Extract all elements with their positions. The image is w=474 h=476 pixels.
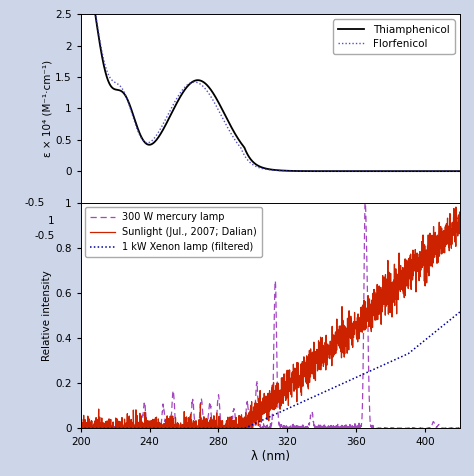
1 kW Xenon lamp (filtered) (414, 344, 419, 350)
Sunlight (Jul., 2007; Dalian) (345, 343, 351, 349)
Sunlight (Jul., 2007; Dalian) (317, 363, 323, 369)
Text: 1: 1 (48, 216, 55, 227)
Legend: Thiamphenicol, Florfenicol: Thiamphenicol, Florfenicol (333, 20, 455, 54)
Sunlight (Jul., 2007; Dalian) (166, 426, 172, 431)
Line: Florfenicol: Florfenicol (81, 0, 460, 171)
1 kW Xenon lamp (filtered) (78, 426, 83, 431)
1 kW Xenon lamp (filtered) (456, 310, 462, 316)
Florfenicol (165, 111, 171, 117)
Thiamphenicol (432, 169, 438, 174)
Florfenicol (414, 169, 419, 174)
Thiamphenicol (456, 169, 462, 174)
300 W mercury lamp (432, 423, 438, 429)
300 W mercury lamp (414, 425, 419, 431)
Thiamphenicol (457, 169, 463, 174)
Thiamphenicol (317, 169, 322, 174)
300 W mercury lamp (165, 424, 171, 430)
Line: 300 W mercury lamp: 300 W mercury lamp (81, 202, 460, 428)
Sunlight (Jul., 2007; Dalian) (456, 227, 462, 233)
Sunlight (Jul., 2007; Dalian) (457, 210, 463, 216)
1 kW Xenon lamp (filtered) (345, 378, 350, 384)
300 W mercury lamp (345, 424, 350, 430)
Sunlight (Jul., 2007; Dalian) (78, 426, 83, 431)
Thiamphenicol (414, 169, 419, 174)
Sunlight (Jul., 2007; Dalian) (453, 204, 459, 210)
Sunlight (Jul., 2007; Dalian) (414, 262, 419, 268)
Y-axis label: Relative intensity: Relative intensity (42, 270, 52, 361)
Y-axis label: ε × 10⁴ (M⁻¹·cm⁻¹): ε × 10⁴ (M⁻¹·cm⁻¹) (42, 60, 52, 157)
X-axis label: λ (nm): λ (nm) (251, 450, 290, 463)
300 W mercury lamp (424, 426, 429, 431)
Line: 1 kW Xenon lamp (filtered): 1 kW Xenon lamp (filtered) (81, 312, 460, 428)
Florfenicol (457, 169, 463, 174)
Florfenicol (345, 169, 350, 174)
300 W mercury lamp (457, 426, 463, 431)
Line: Sunlight (Jul., 2007; Dalian): Sunlight (Jul., 2007; Dalian) (81, 207, 460, 428)
Florfenicol (456, 169, 462, 174)
Sunlight (Jul., 2007; Dalian) (432, 234, 438, 239)
1 kW Xenon lamp (filtered) (457, 309, 463, 315)
1 kW Xenon lamp (filtered) (317, 391, 322, 397)
Text: -0.5: -0.5 (34, 230, 55, 241)
Thiamphenicol (165, 117, 171, 122)
1 kW Xenon lamp (filtered) (165, 426, 171, 431)
300 W mercury lamp (317, 424, 322, 429)
Thiamphenicol (345, 169, 350, 174)
300 W mercury lamp (363, 199, 368, 205)
300 W mercury lamp (456, 426, 462, 431)
Florfenicol (317, 169, 322, 174)
Sunlight (Jul., 2007; Dalian) (78, 414, 83, 420)
Line: Thiamphenicol: Thiamphenicol (81, 0, 460, 171)
Text: -0.5: -0.5 (24, 198, 45, 208)
1 kW Xenon lamp (filtered) (432, 329, 438, 335)
Legend: 300 W mercury lamp, Sunlight (Jul., 2007; Dalian), 1 kW Xenon lamp (filtered): 300 W mercury lamp, Sunlight (Jul., 2007… (85, 208, 262, 257)
300 W mercury lamp (78, 425, 83, 430)
Florfenicol (432, 169, 438, 174)
